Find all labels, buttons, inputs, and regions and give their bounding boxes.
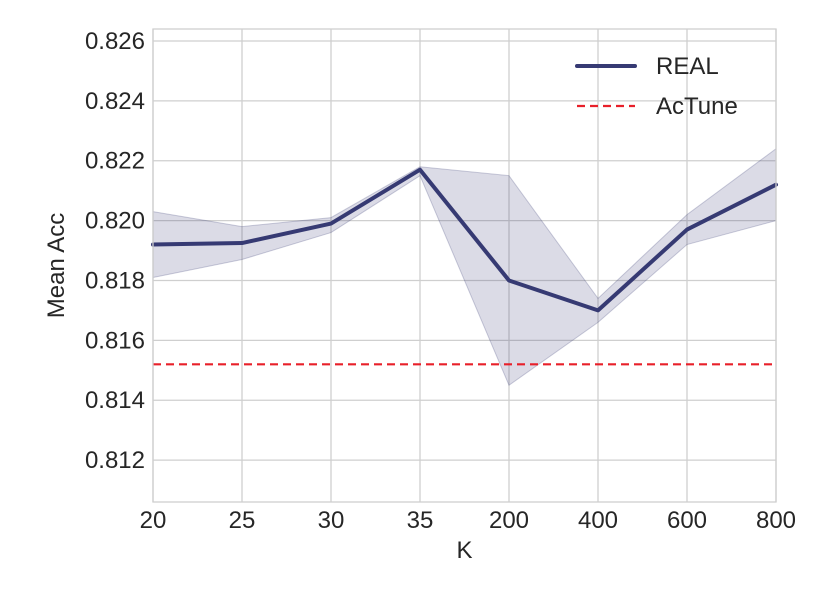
y-tick-label: 0.820 — [85, 208, 145, 235]
y-tick-label: 0.816 — [85, 327, 145, 354]
y-tick-label: 0.822 — [85, 148, 145, 175]
x-tick-label: 20 — [140, 507, 167, 534]
series-band-real — [152, 147, 777, 387]
x-tick-label: 200 — [489, 507, 529, 534]
y-tick-label: 0.812 — [85, 447, 145, 474]
series-line-real — [151, 167, 778, 313]
series-lines — [151, 167, 778, 366]
x-tick-label: 30 — [318, 507, 345, 534]
y-axis-label: Mean Acc — [43, 213, 70, 318]
y-tick-labels: 0.812 0.814 0.816 0.818 0.820 0.822 0.824 0.826 — [85, 28, 145, 474]
grid — [152, 29, 777, 502]
y-tick-label: 0.824 — [85, 88, 145, 115]
x-axis-label: K — [456, 537, 472, 564]
confidence-band — [152, 147, 777, 387]
x-tick-labels: 20 25 30 35 200 400 600 800 — [140, 507, 796, 534]
legend-label-actune: AcTune — [656, 93, 738, 120]
x-tick-label: 35 — [407, 507, 434, 534]
x-tick-label: 400 — [578, 507, 618, 534]
legend: REAL AcTune — [575, 53, 738, 120]
y-tick-label: 0.826 — [85, 28, 145, 55]
legend-label-real: REAL — [656, 53, 719, 80]
x-tick-label: 600 — [667, 507, 707, 534]
y-tick-label: 0.818 — [85, 267, 145, 294]
plot-frame — [152, 28, 777, 503]
x-tick-label: 800 — [756, 507, 796, 534]
y-tick-label: 0.814 — [85, 387, 145, 414]
x-tick-label: 25 — [229, 507, 256, 534]
